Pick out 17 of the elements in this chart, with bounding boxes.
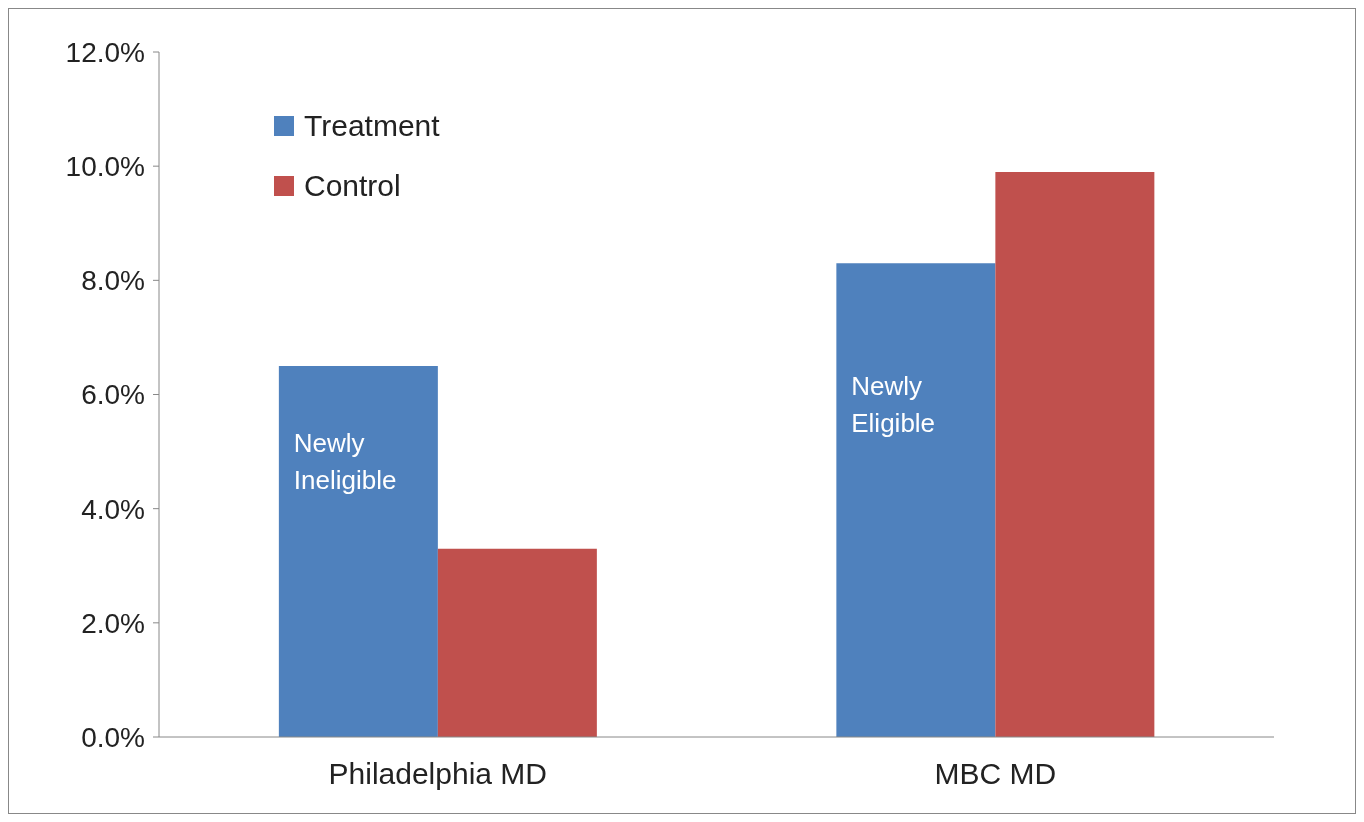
- y-tick-label: 4.0%: [81, 493, 145, 525]
- x-tick-label: MBC MD: [934, 757, 1057, 791]
- bar: [278, 365, 438, 737]
- y-tick-label: 10.0%: [65, 151, 145, 183]
- annotation: Newly Eligible: [851, 370, 936, 438]
- annotation: Newly Ineligible: [293, 427, 397, 495]
- legend-label: Treatment: [304, 109, 440, 143]
- legend-label: Control: [304, 169, 401, 203]
- x-tick-label: Philadelphia MD: [328, 757, 547, 791]
- bar: [995, 171, 1155, 737]
- y-tick-label: 0.0%: [81, 721, 145, 753]
- bar: [836, 263, 996, 737]
- y-tick-label: 6.0%: [81, 379, 145, 411]
- y-tick-label: 12.0%: [65, 36, 145, 68]
- y-tick-label: 2.0%: [81, 607, 145, 639]
- bar: [437, 548, 597, 737]
- y-tick-label: 8.0%: [81, 265, 145, 297]
